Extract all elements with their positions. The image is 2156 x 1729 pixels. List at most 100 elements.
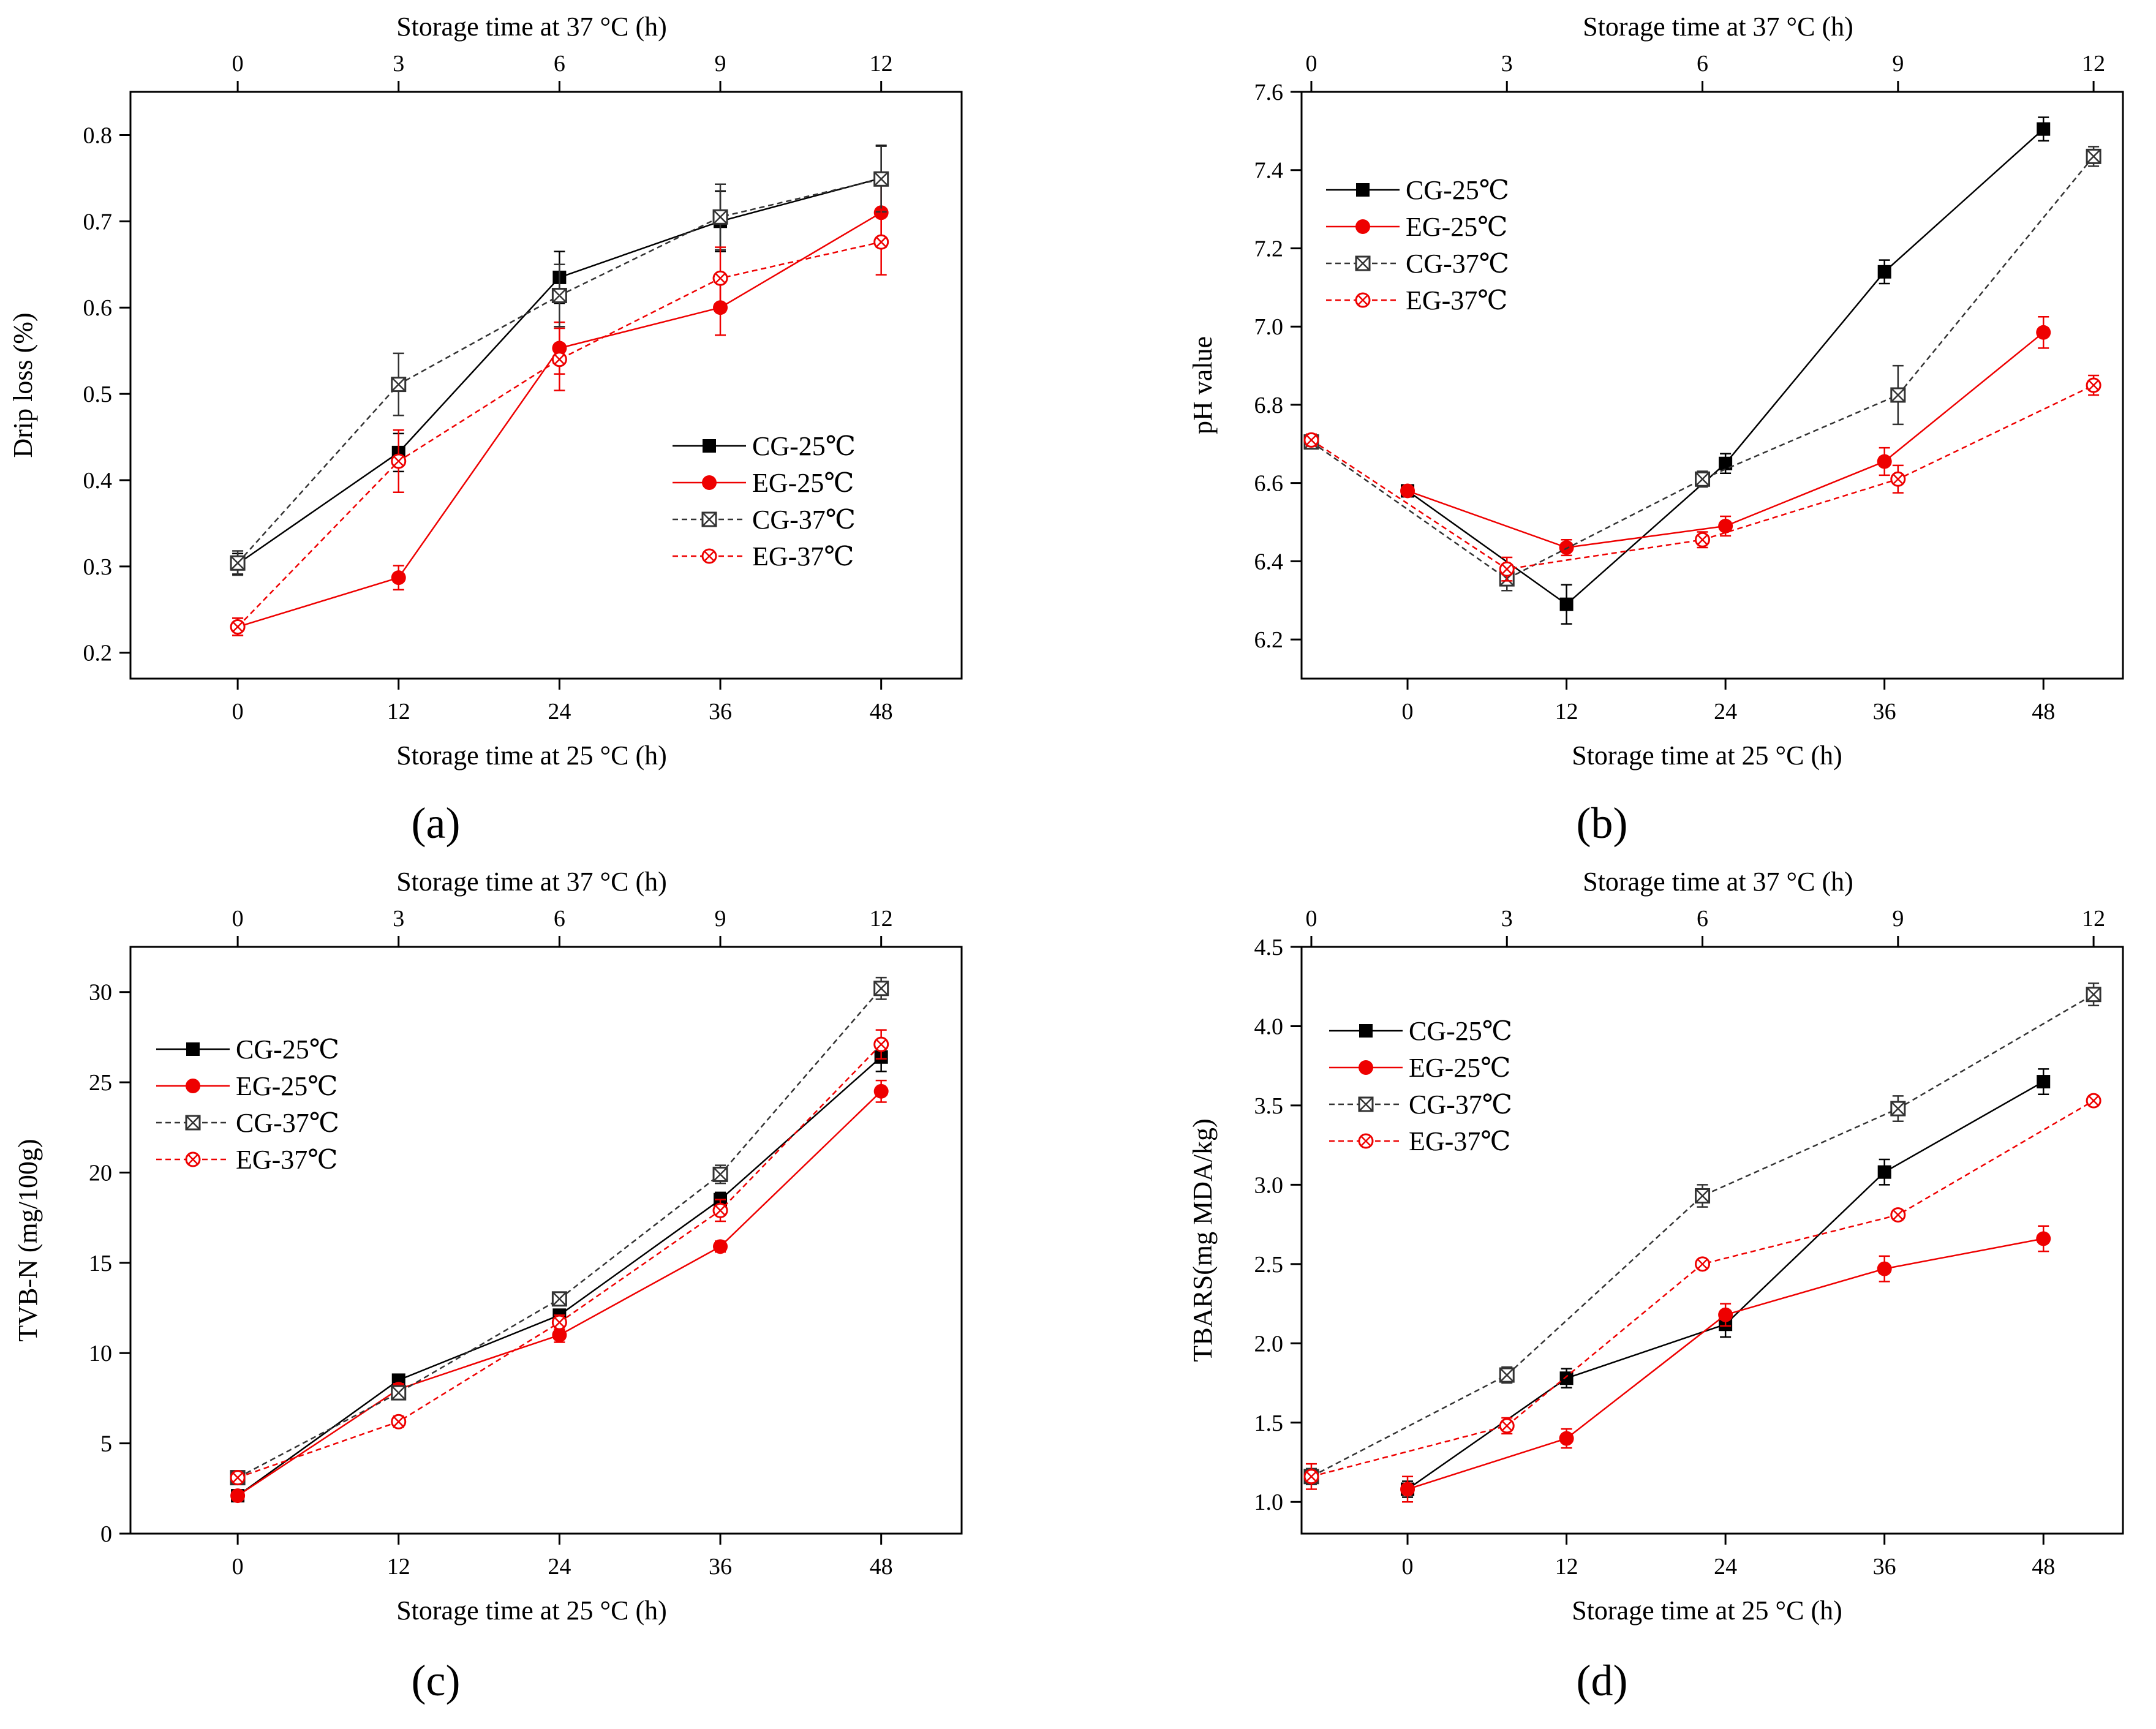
data-point (1877, 1261, 1892, 1276)
x-axis-title: Storage time at 25 °C (h) (1572, 1595, 1842, 1625)
x2-tick-label: 6 (554, 906, 565, 932)
x2-tick-label: 12 (2082, 906, 2105, 932)
legend: CG-25℃ EG-25℃ CG-37℃ EG-37℃ (1326, 175, 1509, 315)
data-point (1499, 1367, 1515, 1383)
data-point-cross (232, 621, 243, 633)
data-point (2036, 1231, 2051, 1246)
data-point (712, 1202, 728, 1218)
legend-label: EG-37℃ (236, 1145, 338, 1175)
panel-label: (d) (1577, 1656, 1628, 1705)
x-axis-title: Storage time at 25 °C (h) (396, 1595, 667, 1625)
legend-label: CG-37℃ (236, 1108, 339, 1138)
legend-label: EG-37℃ (1406, 285, 1508, 315)
chart-panel-1: 0 12 24 36 480 3 6 9 120.20.30.40.50.60.70.8Stor… (8, 12, 963, 848)
panel-label: (b) (1577, 799, 1628, 848)
y-tick-label: 6.6 (1254, 471, 1284, 497)
legend-marker (701, 548, 717, 564)
data-point (230, 1488, 246, 1504)
data-point-cross (391, 377, 406, 392)
x2-tick-label: 3 (1501, 51, 1513, 77)
legend: CG-25℃ EG-25℃ CG-37℃ EG-37℃ (156, 1034, 339, 1175)
legend-marker-cross (186, 1115, 200, 1130)
plot-frame (1300, 946, 2124, 1535)
x-tick-label: 36 (709, 699, 732, 725)
data-point (2037, 1075, 2051, 1089)
y-tick-label: 2.0 (1254, 1331, 1284, 1357)
x-tick-label: 48 (2032, 1554, 2055, 1580)
data-point (1400, 483, 1415, 499)
y-tick-label: 7.6 (1254, 80, 1284, 105)
y-tick-label: 0.7 (83, 209, 113, 235)
series-eg-37- (1303, 1093, 2101, 1490)
data-point-cross (2088, 1095, 2099, 1106)
data-point (1559, 597, 1574, 611)
x2-tick-label: 6 (1697, 51, 1708, 77)
legend-marker-cross (187, 1154, 198, 1165)
x2-tick-label: 3 (1501, 906, 1513, 932)
plot-frame (129, 91, 963, 680)
data-point (1559, 1371, 1574, 1385)
x-tick-label: 12 (1555, 1554, 1578, 1580)
data-point-cross (1306, 434, 1317, 445)
legend-marker-cross (702, 512, 717, 527)
legend-label: CG-25℃ (1409, 1016, 1512, 1046)
x-tick-label: 12 (387, 699, 410, 725)
data-point (2036, 325, 2051, 340)
data-point (1559, 540, 1574, 556)
data-point (2086, 987, 2101, 1003)
y-tick-label: 30 (89, 980, 112, 1006)
data-point (1695, 471, 1711, 487)
y-tick-label: 1.0 (1254, 1490, 1284, 1515)
data-point (1890, 1101, 1906, 1117)
data-point (873, 234, 889, 250)
x2-tick-label: 9 (1892, 51, 1904, 77)
data-point-cross (230, 556, 245, 571)
x2-tick-label: 12 (870, 906, 893, 932)
data-point-cross (393, 1416, 404, 1427)
data-point (551, 1291, 567, 1307)
data-point-cross (876, 1039, 887, 1050)
legend-label: CG-37℃ (1406, 249, 1509, 279)
y-tick-label: 15 (89, 1251, 112, 1276)
plot-frame (129, 946, 963, 1535)
data-point (713, 1239, 728, 1254)
x2-tick-label: 12 (2082, 51, 2105, 77)
legend-marker (185, 1115, 201, 1131)
x2-axis-title: Storage time at 37 °C (h) (1583, 12, 1853, 42)
x-tick-label: 24 (1714, 699, 1737, 725)
x2-tick-label: 6 (1697, 906, 1708, 932)
y-tick-label: 1.5 (1254, 1411, 1284, 1436)
x-axis-title: Storage time at 25 °C (h) (396, 740, 667, 770)
series-line (1311, 993, 2094, 1477)
data-point-cross (2086, 149, 2101, 164)
data-point-cross (1695, 1188, 1710, 1204)
legend-marker-cross (1355, 256, 1370, 271)
y-tick-label: 10 (89, 1341, 112, 1366)
x2-axis-title: Storage time at 37 °C (h) (396, 867, 667, 897)
legend-marker (703, 439, 716, 453)
data-point-cross (873, 171, 889, 187)
data-point (1695, 1188, 1711, 1204)
legend-marker (702, 475, 717, 490)
x2-tick-label: 9 (715, 51, 726, 77)
legend-marker-cross (1360, 1136, 1371, 1147)
x2-tick-label: 3 (393, 906, 404, 932)
legend-marker (1359, 1024, 1373, 1038)
data-point-cross (876, 236, 887, 247)
y-tick-label: 20 (89, 1160, 112, 1186)
data-point-cross (1499, 1368, 1515, 1382)
data-point (1890, 1207, 1906, 1223)
data-point-cross (1890, 388, 1905, 402)
data-point (1499, 561, 1515, 577)
x-tick-label: 36 (709, 1554, 732, 1580)
y-tick-label: 0.3 (83, 554, 113, 580)
legend: CG-25℃ EG-25℃ CG-37℃ EG-37℃ (1329, 1016, 1512, 1156)
x-tick-label: 0 (232, 1554, 244, 1580)
data-point (1890, 471, 1906, 487)
data-point-cross (1695, 472, 1710, 487)
y-tick-label: 0.6 (83, 295, 113, 321)
x2-tick-label: 0 (232, 51, 244, 77)
x2-tick-label: 0 (1305, 906, 1317, 932)
data-point (712, 1166, 728, 1182)
